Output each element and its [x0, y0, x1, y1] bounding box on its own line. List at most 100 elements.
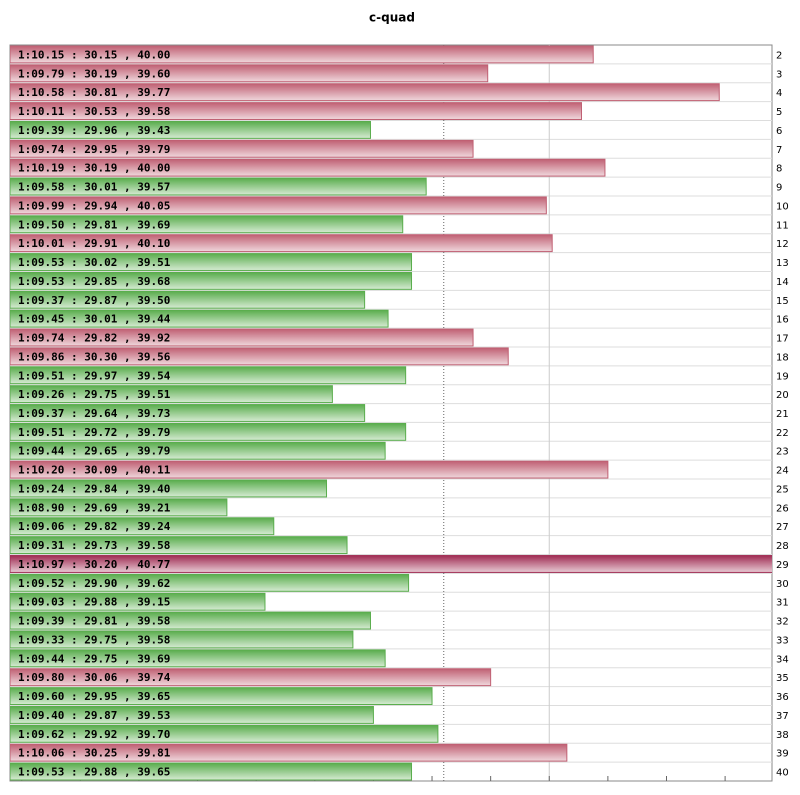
lap-label: 26 — [776, 503, 789, 514]
bar — [10, 460, 609, 479]
lap-label: 27 — [776, 522, 789, 533]
bar-label: 1:09.40 : 29.87 , 39.53 — [18, 709, 170, 722]
bar — [10, 592, 266, 611]
bar — [10, 687, 433, 706]
bar-label: 1:09.86 : 30.30 , 39.56 — [18, 350, 171, 363]
bar — [10, 196, 547, 215]
bar-label: 1:09.99 : 29.94 , 40.05 — [18, 199, 170, 212]
bar-label: 1:09.53 : 29.85 , 39.68 — [18, 275, 170, 288]
lap-label: 39 — [776, 749, 789, 760]
lap-label: 15 — [776, 296, 789, 307]
lap-label: 28 — [776, 541, 789, 552]
bar — [10, 555, 772, 573]
bar-label: 1:09.24 : 29.84 , 39.40 — [18, 482, 170, 495]
bar — [10, 743, 568, 762]
bar-label: 1:10.11 : 30.53 , 39.58 — [18, 105, 170, 118]
bar — [10, 139, 474, 158]
bar-label: 1:09.03 : 29.88 , 39.15 — [18, 596, 170, 609]
chart-title: c-quad — [369, 11, 415, 25]
lap-label: 37 — [776, 711, 789, 722]
bar-label: 1:10.97 : 30.20 , 40.77 — [18, 558, 170, 571]
bar-label: 1:09.74 : 29.82 , 39.92 — [18, 332, 170, 345]
lap-label: 9 — [776, 183, 782, 194]
bar — [10, 385, 333, 404]
bar-label: 1:09.51 : 29.72 , 39.79 — [18, 426, 170, 439]
bar-label: 1:10.01 : 29.91 , 40.10 — [18, 237, 170, 250]
lap-label: 20 — [776, 390, 789, 401]
bar-label: 1:09.53 : 30.02 , 39.51 — [18, 256, 171, 269]
bar — [10, 271, 413, 290]
bar — [10, 83, 720, 102]
bar-label: 1:09.53 : 29.88 , 39.65 — [18, 766, 170, 779]
lap-label: 10 — [776, 201, 789, 212]
lap-label: 2 — [776, 50, 782, 61]
bar-label: 1:10.06 : 30.25 , 39.81 — [18, 747, 171, 760]
bar-label: 1:09.37 : 29.87 , 39.50 — [18, 294, 170, 307]
bar-label: 1:10.15 : 30.15 , 40.00 — [18, 48, 170, 61]
bar — [10, 649, 386, 668]
bar — [10, 309, 389, 328]
bar-label: 1:09.26 : 29.75 , 39.51 — [18, 388, 171, 401]
lap-label: 8 — [776, 164, 782, 175]
bars — [10, 45, 772, 781]
lap-label: 38 — [776, 730, 789, 741]
bar — [10, 611, 371, 630]
lap-label: 13 — [776, 258, 789, 269]
bar — [10, 706, 374, 724]
bar — [10, 441, 386, 460]
bar — [10, 120, 371, 139]
lap-label: 30 — [776, 579, 789, 590]
bar-label: 1:09.39 : 29.81 , 39.58 — [18, 615, 170, 628]
bar — [10, 668, 492, 687]
lap-label: 35 — [776, 673, 789, 684]
lap-label: 12 — [776, 239, 789, 250]
bar — [10, 234, 553, 253]
lap-label: 34 — [776, 654, 789, 665]
bar-label: 1:09.51 : 29.97 , 39.54 — [18, 369, 171, 382]
lap-label: 7 — [776, 145, 782, 156]
bar-label: 1:09.80 : 30.06 , 39.74 — [18, 671, 171, 684]
lap-label: 6 — [776, 126, 782, 137]
lap-label: 22 — [776, 428, 789, 439]
lap-label: 5 — [776, 107, 782, 118]
bar — [10, 404, 366, 422]
lap-label: 40 — [776, 768, 789, 779]
bar-label: 1:09.50 : 29.81 , 39.69 — [18, 218, 170, 231]
bar — [10, 328, 474, 347]
lap-label: 33 — [776, 635, 789, 646]
bar-label: 1:09.33 : 29.75 , 39.58 — [18, 633, 170, 646]
bar — [10, 102, 582, 120]
lap-label: 3 — [776, 69, 782, 80]
bar-label: 1:09.79 : 30.19 , 39.60 — [18, 67, 170, 80]
bar-label: 1:09.52 : 29.90 , 39.62 — [18, 577, 170, 590]
bar — [10, 573, 410, 592]
bar — [10, 479, 328, 498]
lap-label: 14 — [776, 277, 789, 288]
bar — [10, 630, 354, 649]
bar — [10, 290, 366, 309]
lap-label: 23 — [776, 447, 789, 458]
bar-label: 1:10.19 : 30.19 , 40.00 — [18, 162, 170, 175]
lap-label: 32 — [776, 617, 789, 628]
bar — [10, 215, 404, 234]
bar — [10, 517, 275, 536]
bar — [10, 177, 427, 196]
lap-label: 16 — [776, 315, 789, 326]
lap-label: 17 — [776, 334, 789, 345]
bar-label: 1:09.31 : 29.73 , 39.58 — [18, 539, 170, 552]
lap-label: 21 — [776, 409, 789, 420]
lap-label: 29 — [776, 560, 789, 571]
bar-label: 1:09.37 : 29.64 , 39.73 — [18, 407, 170, 420]
lap-label: 36 — [776, 692, 789, 703]
bar-label: 1:09.45 : 30.01 , 39.44 — [18, 313, 171, 326]
lap-label: 11 — [776, 220, 789, 231]
bar-label: 1:09.44 : 29.75 , 39.69 — [18, 652, 170, 665]
bar — [10, 158, 606, 177]
lap-label: 24 — [776, 466, 789, 477]
bar — [10, 366, 407, 385]
bar — [10, 45, 594, 64]
bar — [10, 253, 413, 271]
bar — [10, 536, 348, 555]
bar-label: 1:10.58 : 30.81 , 39.77 — [18, 86, 170, 99]
